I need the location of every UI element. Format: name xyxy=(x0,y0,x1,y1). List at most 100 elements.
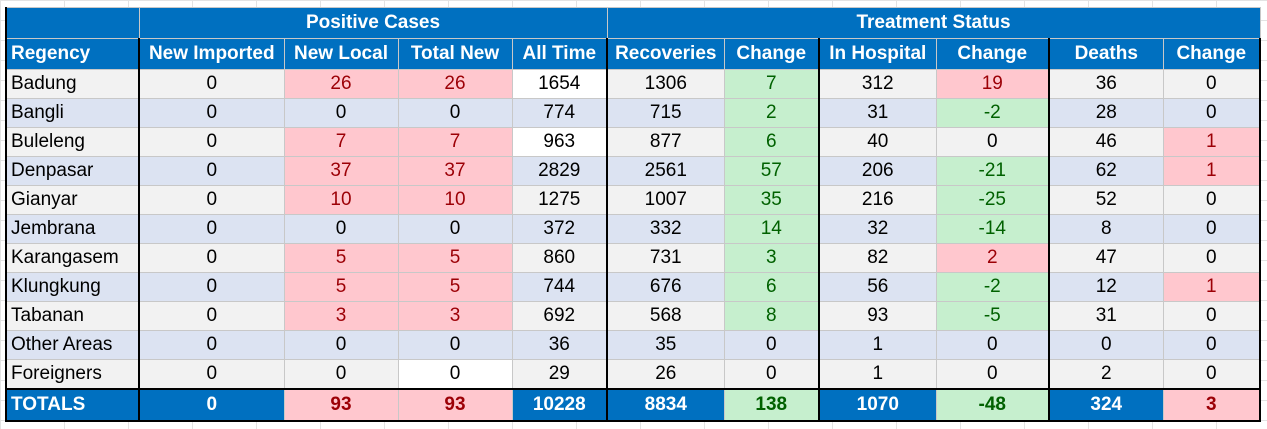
totals-cell: 3 xyxy=(1162,388,1262,422)
data-cell: 0 xyxy=(935,127,1051,157)
column-header: Change xyxy=(723,38,821,70)
data-cell: 62 xyxy=(1048,156,1164,186)
data-cell: 82 xyxy=(818,243,937,273)
data-cell: 7 xyxy=(283,127,399,157)
totals-cell: 1070 xyxy=(818,388,937,422)
column-header: Regency xyxy=(5,38,140,70)
data-cell: 312 xyxy=(818,69,937,99)
data-cell: 0 xyxy=(138,127,285,157)
group-header-row: Positive Cases Treatment Status xyxy=(5,7,1261,39)
totals-cell: 324 xyxy=(1048,388,1164,422)
data-cell: 26 xyxy=(283,69,399,99)
data-cell: -2 xyxy=(935,272,1051,302)
data-cell: 57 xyxy=(723,156,821,186)
data-cell: 37 xyxy=(283,156,399,186)
totals-cell: 93 xyxy=(283,388,399,422)
column-header: Change xyxy=(935,38,1051,70)
data-cell: 0 xyxy=(1162,69,1262,99)
data-cell: 0 xyxy=(723,359,821,390)
group-header-blank xyxy=(5,7,140,39)
data-cell: -25 xyxy=(935,185,1051,215)
data-cell: 2561 xyxy=(606,156,725,186)
regency-cell: Jembrana xyxy=(5,214,140,244)
regency-cell: Gianyar xyxy=(5,185,140,215)
data-cell: 2829 xyxy=(511,156,609,186)
data-cell: 6 xyxy=(723,127,821,157)
data-cell: 0 xyxy=(723,330,821,360)
data-cell: 0 xyxy=(397,214,513,244)
data-cell: 744 xyxy=(511,272,609,302)
table-row: Denpasar 0 37 37 2829 2561 57 206 -21 62… xyxy=(5,156,1262,186)
data-cell: 774 xyxy=(511,98,609,128)
data-cell: 8 xyxy=(723,301,821,331)
data-cell: 0 xyxy=(397,98,513,128)
data-cell: 0 xyxy=(1162,301,1262,331)
data-cell: 0 xyxy=(1048,330,1164,360)
data-cell: -21 xyxy=(935,156,1051,186)
data-cell: 0 xyxy=(138,330,285,360)
totals-cell: -48 xyxy=(935,388,1051,422)
data-cell: 0 xyxy=(138,301,285,331)
table-row: Bangli 0 0 0 774 715 2 31 -2 28 0 xyxy=(5,98,1262,128)
data-cell: 46 xyxy=(1048,127,1164,157)
regency-cell: Tabanan xyxy=(5,301,140,331)
data-cell: 0 xyxy=(1162,359,1262,390)
regency-cell: Badung xyxy=(5,69,140,99)
regency-cell: Other Areas xyxy=(5,330,140,360)
data-cell: 93 xyxy=(818,301,937,331)
data-cell: 692 xyxy=(511,301,609,331)
data-cell: 0 xyxy=(935,359,1051,390)
table-row: Karangasem 0 5 5 860 731 3 82 2 47 0 xyxy=(5,243,1262,273)
data-cell: 0 xyxy=(138,272,285,302)
column-header: In Hospital xyxy=(818,38,937,70)
data-cell: 1 xyxy=(818,359,937,390)
data-cell: 0 xyxy=(397,359,513,390)
column-header: Deaths xyxy=(1048,38,1164,70)
data-cell: 0 xyxy=(138,359,285,390)
data-cell: 0 xyxy=(138,156,285,186)
data-cell: 28 xyxy=(1048,98,1164,128)
data-cell: 206 xyxy=(818,156,937,186)
data-cell: 52 xyxy=(1048,185,1164,215)
data-cell: 8 xyxy=(1048,214,1164,244)
data-cell: -14 xyxy=(935,214,1051,244)
data-cell: 56 xyxy=(818,272,937,302)
data-cell: 3 xyxy=(283,301,399,331)
data-cell: 0 xyxy=(283,98,399,128)
regency-cell: Klungkung xyxy=(5,272,140,302)
data-cell: 12 xyxy=(1048,272,1164,302)
data-cell: 0 xyxy=(1162,185,1262,215)
data-cell: 32 xyxy=(818,214,937,244)
data-cell: 0 xyxy=(138,69,285,99)
table-row: Tabanan 0 3 3 692 568 8 93 -5 31 0 xyxy=(5,301,1262,331)
column-header-row: Regency New Imported New Local Total New… xyxy=(5,38,1262,70)
column-header: All Time xyxy=(511,38,609,70)
data-cell: 35 xyxy=(606,330,725,360)
data-cell: 372 xyxy=(511,214,609,244)
data-cell: 14 xyxy=(723,214,821,244)
data-cell: 715 xyxy=(606,98,725,128)
data-cell: 1654 xyxy=(511,69,609,99)
column-header: New Imported xyxy=(138,38,285,70)
totals-row: TOTALS 0 93 93 10228 8834 138 1070 -48 3… xyxy=(5,388,1262,422)
data-cell: 1007 xyxy=(606,185,725,215)
data-cell: 7 xyxy=(397,127,513,157)
group-header-positive-cases: Positive Cases xyxy=(138,7,608,39)
data-cell: 2 xyxy=(1048,359,1164,390)
data-cell: 31 xyxy=(818,98,937,128)
data-cell: 0 xyxy=(397,330,513,360)
data-cell: 0 xyxy=(1162,330,1262,360)
regency-cell: Foreigners xyxy=(5,359,140,390)
data-cell: 0 xyxy=(1162,98,1262,128)
data-cell: 332 xyxy=(606,214,725,244)
data-cell: -2 xyxy=(935,98,1051,128)
column-header: Recoveries xyxy=(606,38,725,70)
totals-label: TOTALS xyxy=(5,388,140,422)
column-header: Total New xyxy=(397,38,513,70)
data-cell: 29 xyxy=(511,359,609,390)
data-cell: 3 xyxy=(397,301,513,331)
data-cell: 731 xyxy=(606,243,725,273)
totals-cell: 0 xyxy=(138,388,285,422)
data-cell: 0 xyxy=(138,214,285,244)
regency-cell: Buleleng xyxy=(5,127,140,157)
